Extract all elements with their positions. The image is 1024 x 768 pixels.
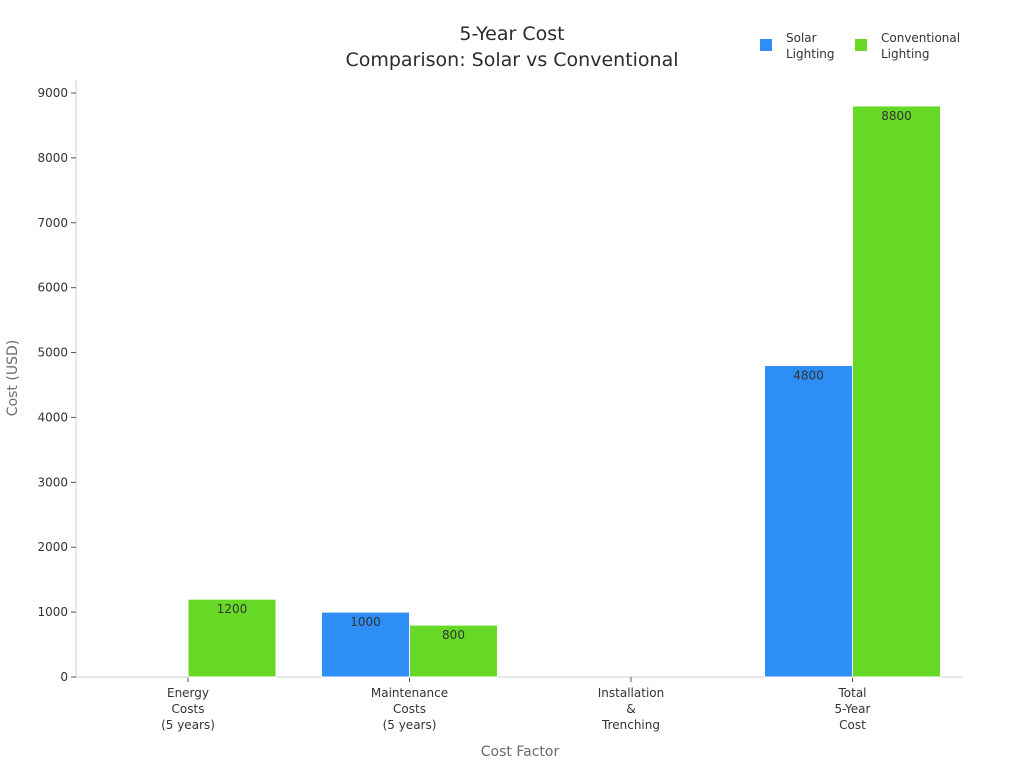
bar-data-label: 4800 bbox=[793, 369, 824, 383]
chart-axes: 0 1000 2000 3000 4000 5000 6000 7000 8000 9000 Ene… bbox=[37, 80, 963, 732]
x-tick-label: Total bbox=[837, 686, 866, 700]
legend-label: Lighting bbox=[881, 47, 930, 61]
x-tick-label: Installation bbox=[598, 686, 664, 700]
x-tick-label: (5 years) bbox=[161, 718, 215, 732]
x-tick-label: Cost bbox=[839, 718, 866, 732]
legend-label: Lighting bbox=[786, 47, 835, 61]
chart-title-line: Comparison: Solar vs Conventional bbox=[345, 49, 678, 71]
x-tick-label: Costs bbox=[393, 702, 426, 716]
bar-data-label: 8800 bbox=[881, 109, 912, 123]
x-tick-label: Energy bbox=[167, 686, 209, 700]
y-tick-label: 8000 bbox=[37, 151, 68, 165]
bar-conventional bbox=[187, 598, 277, 678]
x-tick-label: Maintenance bbox=[371, 686, 448, 700]
bar-data-label: 1200 bbox=[217, 602, 248, 616]
x-tick-label: Costs bbox=[172, 702, 205, 716]
y-tick-label: 3000 bbox=[37, 475, 68, 489]
x-tick-label: Trenching bbox=[601, 718, 660, 732]
y-axis-label: Cost (USD) bbox=[5, 340, 21, 416]
bar-conventional bbox=[852, 105, 941, 678]
y-tick-label: 9000 bbox=[37, 86, 68, 100]
y-tick-label: 5000 bbox=[37, 346, 68, 360]
legend-label: Solar bbox=[786, 31, 817, 45]
legend-swatch bbox=[855, 39, 867, 51]
chart-title: 5-Year Cost Comparison: Solar vs Conventi… bbox=[345, 23, 678, 71]
bar-data-label: 1000 bbox=[350, 615, 381, 629]
chart-title-line: 5-Year Cost bbox=[459, 23, 564, 45]
chart-bars bbox=[187, 105, 941, 678]
x-tick-label: & bbox=[626, 702, 635, 716]
x-tick-label: (5 years) bbox=[383, 718, 437, 732]
y-tick-label: 0 bbox=[60, 670, 68, 684]
y-tick-label: 6000 bbox=[37, 281, 68, 295]
bar-solar bbox=[321, 611, 410, 678]
bar-data-label: 800 bbox=[442, 628, 465, 642]
chart-legend: Solar Lighting Conventional Lighting bbox=[760, 31, 960, 61]
bar-solar bbox=[764, 365, 853, 678]
y-tick-label: 2000 bbox=[37, 540, 68, 554]
y-tick-label: 1000 bbox=[37, 605, 68, 619]
y-tick-label: 7000 bbox=[37, 216, 68, 230]
legend-label: Conventional bbox=[881, 31, 960, 45]
x-axis-label: Cost Factor bbox=[481, 744, 560, 760]
x-tick-label: 5-Year bbox=[835, 702, 871, 716]
chart-data-labels: 1000 4800 1200 800 8800 bbox=[217, 109, 912, 642]
bar-conventional bbox=[409, 624, 498, 678]
y-tick-label: 4000 bbox=[37, 410, 68, 424]
legend-swatch bbox=[760, 39, 772, 51]
